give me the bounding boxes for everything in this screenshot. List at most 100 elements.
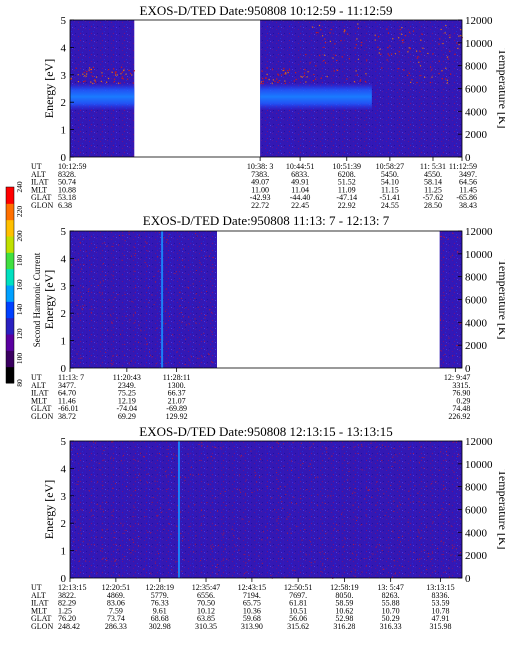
heatmap-dot (185, 338, 187, 340)
heatmap-dot (197, 306, 199, 308)
table-cell: 70.50 (197, 599, 215, 608)
table-cell: 8263. (382, 591, 400, 600)
table-cell: 58.14 (424, 178, 442, 187)
heatmap-dot (296, 525, 298, 527)
heatmap-dot (420, 446, 422, 448)
heatmap-dot (277, 518, 279, 520)
heatmap-dot (219, 493, 221, 495)
heatmap-dot (175, 271, 177, 273)
heatmap-dot (129, 319, 131, 321)
heatmap-dot (134, 246, 136, 248)
heatmap-dot (85, 250, 87, 252)
heatmap-dot (154, 480, 156, 482)
heatmap-dot (268, 78, 270, 81)
table-cell: 76.90 (452, 389, 470, 398)
heatmap-dot (82, 286, 84, 288)
table-cell: 10.51 (289, 606, 307, 615)
table-cell: 10:58:27 (376, 162, 404, 171)
heatmap-dot (342, 446, 344, 448)
heatmap-dot (361, 41, 363, 44)
heatmap-dot (101, 547, 103, 549)
table-cell: 11.25 (424, 185, 442, 194)
heatmap-dot (198, 444, 200, 446)
y2-axis-label: Temperature [K] (496, 259, 505, 339)
heatmap-dot (97, 284, 99, 286)
heatmap-dot (364, 498, 366, 500)
heatmap-dot (213, 457, 215, 459)
heatmap-dot (107, 77, 110, 80)
table-cell: 28.50 (424, 201, 442, 210)
heatmap-dot (328, 457, 330, 459)
heatmap-dot (352, 543, 354, 545)
y-tick-label: 3 (61, 70, 67, 82)
heatmap-dot (315, 78, 317, 80)
heatmap-dot (310, 463, 312, 465)
heatmap-dot (77, 80, 80, 83)
heatmap-dot (354, 492, 356, 494)
heatmap-dot (124, 294, 126, 296)
heatmap-dot (245, 562, 247, 564)
table-cell: 4869. (107, 591, 125, 600)
heatmap-streak (124, 441, 125, 578)
heatmap-dot (301, 76, 303, 78)
table-row-label: MLT (31, 185, 47, 194)
heatmap-dot (449, 290, 451, 292)
heatmap-dot (274, 80, 276, 82)
heatmap-dot (337, 529, 339, 531)
heatmap-dot (137, 545, 139, 547)
heatmap-dot (326, 451, 328, 453)
heatmap-dot (424, 76, 426, 78)
colorbar-segment (6, 285, 14, 302)
heatmap-dot (460, 235, 462, 237)
table-row-label: GLON (31, 622, 53, 631)
heatmap-dot (459, 518, 461, 520)
heatmap-dot (365, 486, 367, 488)
heatmap-dot (73, 541, 75, 543)
heatmap-dot (442, 553, 444, 555)
heatmap-dot (412, 453, 414, 455)
heatmap-dot (323, 59, 325, 62)
heatmap-dot (340, 40, 342, 42)
heatmap-dot (452, 547, 454, 549)
heatmap-dot (114, 71, 117, 73)
heatmap-dot (348, 470, 350, 472)
heatmap-dot (111, 441, 113, 443)
heatmap-dot (204, 340, 206, 342)
heatmap-dot (95, 81, 97, 83)
heatmap-dot (440, 320, 442, 322)
y-tick-label: 3 (61, 491, 67, 503)
heatmap-dot (128, 362, 130, 364)
heatmap-dot (164, 310, 166, 312)
heatmap-dot (448, 521, 450, 523)
heatmap-dot (401, 27, 403, 29)
colorbar-tick-label: 80 (15, 379, 24, 387)
heatmap-dot (95, 536, 97, 538)
heatmap-dot (103, 459, 105, 461)
heatmap-dot (324, 42, 327, 44)
heatmap-dot (254, 475, 256, 477)
heatmap-dot (414, 485, 416, 487)
heatmap-dot (158, 488, 160, 490)
heatmap-dot (155, 281, 157, 283)
table-cell: 310.35 (195, 622, 217, 631)
heatmap-dot (429, 81, 431, 84)
heatmap-dot (118, 244, 120, 246)
heatmap-dot (184, 266, 186, 268)
heatmap-dot (138, 473, 140, 475)
heatmap-dot (85, 560, 87, 562)
heatmap-dot (130, 525, 132, 527)
heatmap-dot (266, 485, 268, 487)
heatmap-streak (334, 441, 335, 578)
heatmap-dot (458, 35, 460, 37)
heatmap-dot (354, 569, 356, 571)
heatmap-dot (454, 560, 456, 562)
heatmap-dot (187, 453, 189, 455)
heatmap-dot (105, 560, 107, 562)
table-cell: 22.92 (338, 201, 356, 210)
table-cell: 55.88 (382, 599, 400, 608)
heatmap-dot (291, 502, 293, 504)
heatmap-dot (334, 43, 336, 45)
heatmap-dot (444, 571, 446, 573)
heatmap-streak (440, 20, 442, 157)
heatmap-dot (95, 76, 98, 78)
